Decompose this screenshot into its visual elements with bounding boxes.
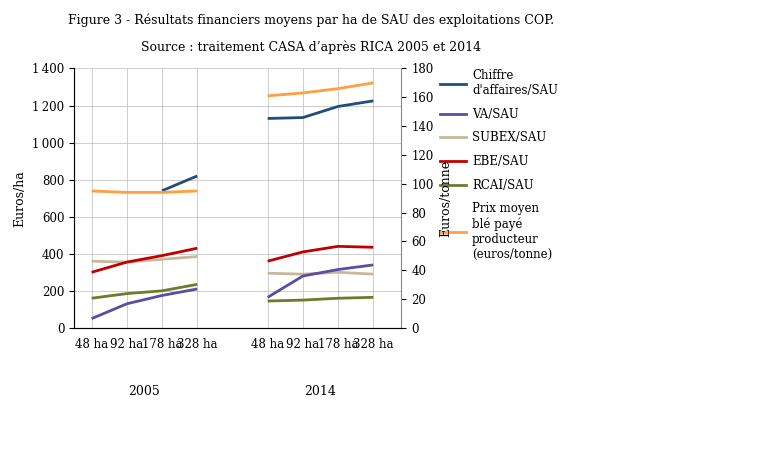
Text: 2005: 2005 (128, 385, 160, 398)
Text: Figure 3 - Résultats financiers moyens par ha de SAU des exploitations COP.: Figure 3 - Résultats financiers moyens p… (68, 14, 554, 27)
Y-axis label: Euros/tonne: Euros/tonne (439, 160, 452, 237)
Text: 2014: 2014 (304, 385, 336, 398)
Text: Source : traitement CASA d’après RICA 2005 et 2014: Source : traitement CASA d’après RICA 20… (141, 41, 482, 54)
Legend: Chiffre
d'affaires/SAU, VA/SAU, SUBEX/SAU, EBE/SAU, RCAI/SAU, Prix moyen
blé pay: Chiffre d'affaires/SAU, VA/SAU, SUBEX/SA… (440, 69, 558, 261)
Y-axis label: Euros/ha: Euros/ha (13, 170, 26, 227)
